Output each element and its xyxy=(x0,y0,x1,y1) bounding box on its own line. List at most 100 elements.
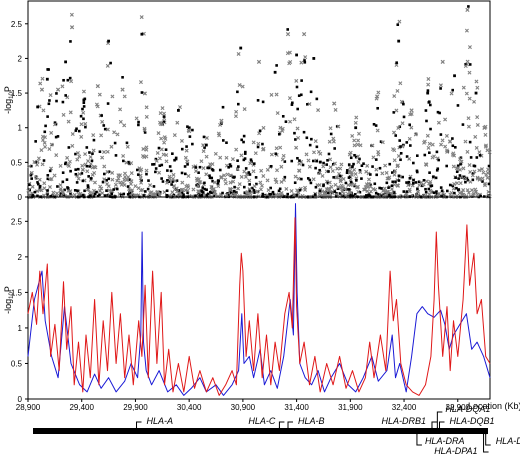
scatter-point-black xyxy=(95,190,98,194)
scatter-point-grey xyxy=(118,173,123,178)
scatter-point-grey xyxy=(259,183,264,188)
scatter-point-black xyxy=(269,164,273,168)
scatter-point-black xyxy=(435,190,438,193)
scatter-point-grey xyxy=(65,155,70,160)
gene-marker-arrow xyxy=(134,427,139,430)
scatter-point-black xyxy=(299,93,303,97)
scatter-point-grey xyxy=(368,189,373,194)
gene-marker-line xyxy=(483,434,489,453)
scatter-point-black xyxy=(237,165,240,168)
scatter-point-grey xyxy=(288,59,293,64)
scatter-point-black xyxy=(46,174,50,177)
scatter-point-grey xyxy=(364,169,369,174)
scatter-point-grey xyxy=(448,139,453,144)
scatter-point-grey xyxy=(463,64,468,69)
scatter-point-black xyxy=(275,64,278,67)
scatter-point-grey xyxy=(409,125,414,130)
scatter-point-grey xyxy=(392,130,396,135)
scatter-point-grey xyxy=(125,144,130,149)
scatter-point-black xyxy=(180,191,184,194)
scatter-point-black xyxy=(137,120,140,124)
scatter-point-black xyxy=(61,180,65,184)
scatter-point-grey xyxy=(467,96,472,101)
scatter-point-black xyxy=(110,192,114,196)
scatter-point-black xyxy=(314,166,317,170)
scatter-point-black xyxy=(175,179,179,182)
scatter-point-black xyxy=(402,190,406,193)
scatter-point-black xyxy=(221,191,224,195)
scatter-point-black xyxy=(186,125,189,128)
scatter-point-grey xyxy=(294,145,299,150)
scatter-point-black xyxy=(405,181,408,184)
scatter-point-grey xyxy=(113,182,118,187)
scatter-point-grey xyxy=(376,152,381,157)
scatter-point-black xyxy=(261,142,264,146)
scatter-point-black xyxy=(75,181,79,184)
scatter-point-grey xyxy=(472,99,477,104)
scatter-point-grey xyxy=(237,182,242,187)
scatter-point-black xyxy=(467,5,470,8)
scatter-point-grey xyxy=(191,187,196,192)
scatter-point-black xyxy=(399,158,402,162)
scatter-point-black xyxy=(436,110,440,114)
scatter-point-grey xyxy=(278,125,283,130)
scatter-point-grey xyxy=(468,179,473,184)
scatter-point-grey xyxy=(183,188,188,193)
scatter-point-grey xyxy=(394,108,399,113)
scatter-point-black xyxy=(462,175,466,179)
scatter-point-black xyxy=(103,172,106,176)
scatter-point-black xyxy=(374,124,378,127)
scatter-point-grey xyxy=(459,159,464,164)
gene-marker-line xyxy=(439,421,445,428)
scatter-point-black xyxy=(46,115,49,118)
scatter-point-black xyxy=(38,184,42,188)
scatter-point-black xyxy=(109,61,112,65)
scatter-point-grey xyxy=(142,126,147,131)
scatter-point-black xyxy=(67,146,71,149)
scatter-point-grey xyxy=(387,175,392,180)
scatter-point-grey xyxy=(224,192,229,197)
scatter-point-grey xyxy=(358,170,363,175)
scatter-point-black xyxy=(369,173,372,176)
scatter-point-black xyxy=(212,194,216,198)
scatter-point-black xyxy=(44,124,47,128)
scatter-point-grey xyxy=(438,83,443,88)
scatter-point-grey xyxy=(138,80,143,85)
scatter-point-black xyxy=(236,102,240,106)
gene-marker-line xyxy=(278,421,285,428)
scatter-point-grey xyxy=(426,145,431,150)
scatter-point-black xyxy=(295,193,298,197)
scatter-point-grey xyxy=(155,189,160,194)
scatter-point-grey xyxy=(384,170,389,175)
scatter-point-black xyxy=(84,125,87,129)
scatter-point-black xyxy=(105,178,108,182)
scatter-point-grey xyxy=(284,186,289,191)
scatter-point-black xyxy=(191,128,194,132)
scatter-point-black xyxy=(379,194,382,197)
scatter-point-grey xyxy=(425,133,430,138)
scatter-peak-point xyxy=(39,87,45,92)
scatter-point-grey xyxy=(197,180,202,185)
scatter-point-grey xyxy=(288,119,293,124)
scatter-point-grey xyxy=(345,191,350,196)
gene-marker-arrow xyxy=(286,427,291,430)
scatter-point-black xyxy=(62,78,65,82)
scatter-point-grey xyxy=(102,164,107,169)
scatter-peak-point xyxy=(409,108,414,113)
bottom-y-tick-label: 1 xyxy=(18,324,23,333)
scatter-point-grey xyxy=(128,182,133,186)
scatter-point-black xyxy=(128,162,131,166)
scatter-point-grey xyxy=(266,188,271,193)
scatter-point-grey xyxy=(321,164,326,169)
scatter-point-black xyxy=(106,194,110,197)
scatter-point-grey xyxy=(347,168,352,173)
scatter-point-black xyxy=(81,193,85,197)
gene-label: HLA-A xyxy=(147,416,174,426)
scatter-point-grey xyxy=(248,161,253,166)
scatter-point-grey xyxy=(328,165,333,170)
scatter-point-black xyxy=(160,177,163,180)
scatter-point-black xyxy=(471,178,475,182)
scatter-point-grey xyxy=(126,175,131,180)
scatter-point-grey xyxy=(80,163,85,168)
top-y-axis-title-base: -log xyxy=(3,99,13,114)
